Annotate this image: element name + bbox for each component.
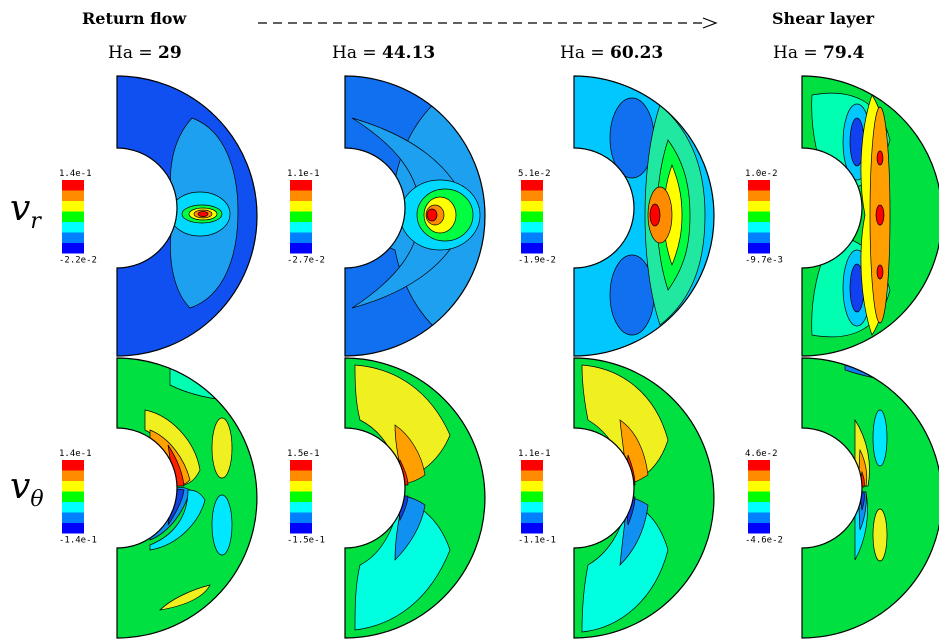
ha-label-4: Ha = 79.4 <box>773 43 865 63</box>
colorbar-row2-col4: 4.6e-2 -4.6e-2 <box>745 449 783 546</box>
colorbar-swatch <box>748 470 770 481</box>
colorbar-swatch <box>521 180 543 191</box>
colorbar-max-label: 1.1e-1 <box>287 169 320 179</box>
colorbar-swatch <box>521 512 543 523</box>
colorbar-min-label: -1.4e-1 <box>59 536 97 546</box>
colorbar-swatch <box>290 460 312 471</box>
colorbar-swatch <box>748 180 770 191</box>
colorbar-swatch <box>62 190 84 201</box>
colorbar-swatch <box>521 460 543 471</box>
colorbar-max-label: 1.5e-1 <box>287 449 320 459</box>
colorbar-swatch <box>62 211 84 222</box>
colorbar-swatch <box>290 201 312 212</box>
colorbar-swatch <box>290 502 312 513</box>
colorbar-swatch <box>521 491 543 502</box>
colorbar-swatch <box>521 232 543 243</box>
colorbar-max-label: 1.0e-2 <box>745 169 778 179</box>
colorbar-max-label: 1.4e-1 <box>59 169 92 179</box>
colorbar-swatch <box>521 201 543 212</box>
colorbar-swatch <box>748 491 770 502</box>
colorbar-swatch <box>62 481 84 492</box>
colorbar-swatch <box>290 232 312 243</box>
colorbar-swatch <box>748 222 770 233</box>
colorbar-swatch <box>290 222 312 233</box>
colorbar-swatch <box>290 523 312 534</box>
colorbar-min-label: -1.5e-1 <box>287 536 325 546</box>
colorbar-swatch <box>290 481 312 492</box>
colorbar-swatch <box>62 180 84 191</box>
colorbar-swatch <box>748 201 770 212</box>
colorbar-min-label: -4.6e-2 <box>745 536 783 546</box>
colorbar-swatch <box>290 470 312 481</box>
vtheta-contour-ha29 <box>117 358 257 638</box>
colorbar-swatch <box>521 190 543 201</box>
colorbar-max-label: 5.1e-2 <box>518 169 551 179</box>
colorbar-swatch <box>62 222 84 233</box>
vr-contour-ha29 <box>117 76 257 356</box>
colorbar-swatch <box>290 243 312 254</box>
colorbar-swatch <box>290 180 312 191</box>
colorbar-swatch <box>748 211 770 222</box>
colorbar-row2-col2: 1.5e-1 -1.5e-1 <box>287 449 325 546</box>
colorbar-swatch <box>521 502 543 513</box>
colorbar-min-label: -2.2e-2 <box>59 256 97 266</box>
colorbar-swatch <box>290 512 312 523</box>
colorbar-swatch <box>62 512 84 523</box>
colorbar-swatch <box>62 201 84 212</box>
colorbar-swatch <box>748 232 770 243</box>
colorbar-swatch <box>521 211 543 222</box>
vtheta-contour-ha79 <box>802 358 939 638</box>
colorbar-row1-col1: 1.4e-1 -2.2e-2 <box>59 169 97 266</box>
colorbar-swatch <box>62 502 84 513</box>
transition-arrow <box>258 17 718 29</box>
vr-contour-ha60 <box>574 76 714 356</box>
colorbar-swatch <box>521 481 543 492</box>
colorbar-swatch <box>62 243 84 254</box>
colorbar-row2-col3: 1.1e-1 -1.1e-1 <box>518 449 556 546</box>
colorbar-min-label: -2.7e-2 <box>287 256 325 266</box>
colorbar-swatch <box>521 243 543 254</box>
colorbar-row2-col1: 1.4e-1 -1.4e-1 <box>59 449 97 546</box>
colorbar-swatch <box>62 232 84 243</box>
colorbar-swatch <box>748 502 770 513</box>
colorbar-swatch <box>290 211 312 222</box>
colorbar-swatch <box>748 243 770 254</box>
colorbar-row1-col4: 1.0e-2 -9.7e-3 <box>745 169 783 266</box>
colorbar-swatch <box>62 470 84 481</box>
return-flow-title: Return flow <box>82 9 187 28</box>
vr-contour-ha44 <box>345 76 485 356</box>
colorbar-min-label: -9.7e-3 <box>745 256 783 266</box>
colorbar-min-label: -1.9e-2 <box>518 256 556 266</box>
colorbar-swatch <box>290 190 312 201</box>
colorbar-swatch <box>748 512 770 523</box>
colorbar-row1-col3: 5.1e-2 -1.9e-2 <box>518 169 556 266</box>
ha-label-3: Ha = 60.23 <box>560 43 664 63</box>
vr-contour-ha79 <box>802 76 939 356</box>
colorbar-swatch <box>290 491 312 502</box>
colorbar-max-label: 4.6e-2 <box>745 449 778 459</box>
ha-label-2: Ha = 44.13 <box>332 43 436 63</box>
colorbar-max-label: 1.4e-1 <box>59 449 92 459</box>
colorbar-swatch <box>62 523 84 534</box>
vtheta-contour-ha44 <box>345 358 485 638</box>
colorbar-swatch <box>62 460 84 471</box>
colorbar-swatch <box>748 523 770 534</box>
colorbar-swatch <box>521 523 543 534</box>
colorbar-swatch <box>748 190 770 201</box>
colorbar-row1-col2: 1.1e-1 -2.7e-2 <box>287 169 325 266</box>
colorbar-swatch <box>748 460 770 471</box>
colorbar-swatch <box>62 491 84 502</box>
colorbar-swatch <box>521 222 543 233</box>
vtheta-contour-ha60 <box>574 358 714 638</box>
colorbar-max-label: 1.1e-1 <box>518 449 551 459</box>
colorbar-swatch <box>748 481 770 492</box>
colorbar-swatch <box>521 470 543 481</box>
ha-label-1: Ha = 29 <box>108 43 182 63</box>
colorbar-min-label: -1.1e-1 <box>518 536 556 546</box>
row-label-vr: vr <box>10 188 41 234</box>
row-label-vtheta: vθ <box>10 466 44 512</box>
shear-layer-title: Shear layer <box>772 9 875 28</box>
